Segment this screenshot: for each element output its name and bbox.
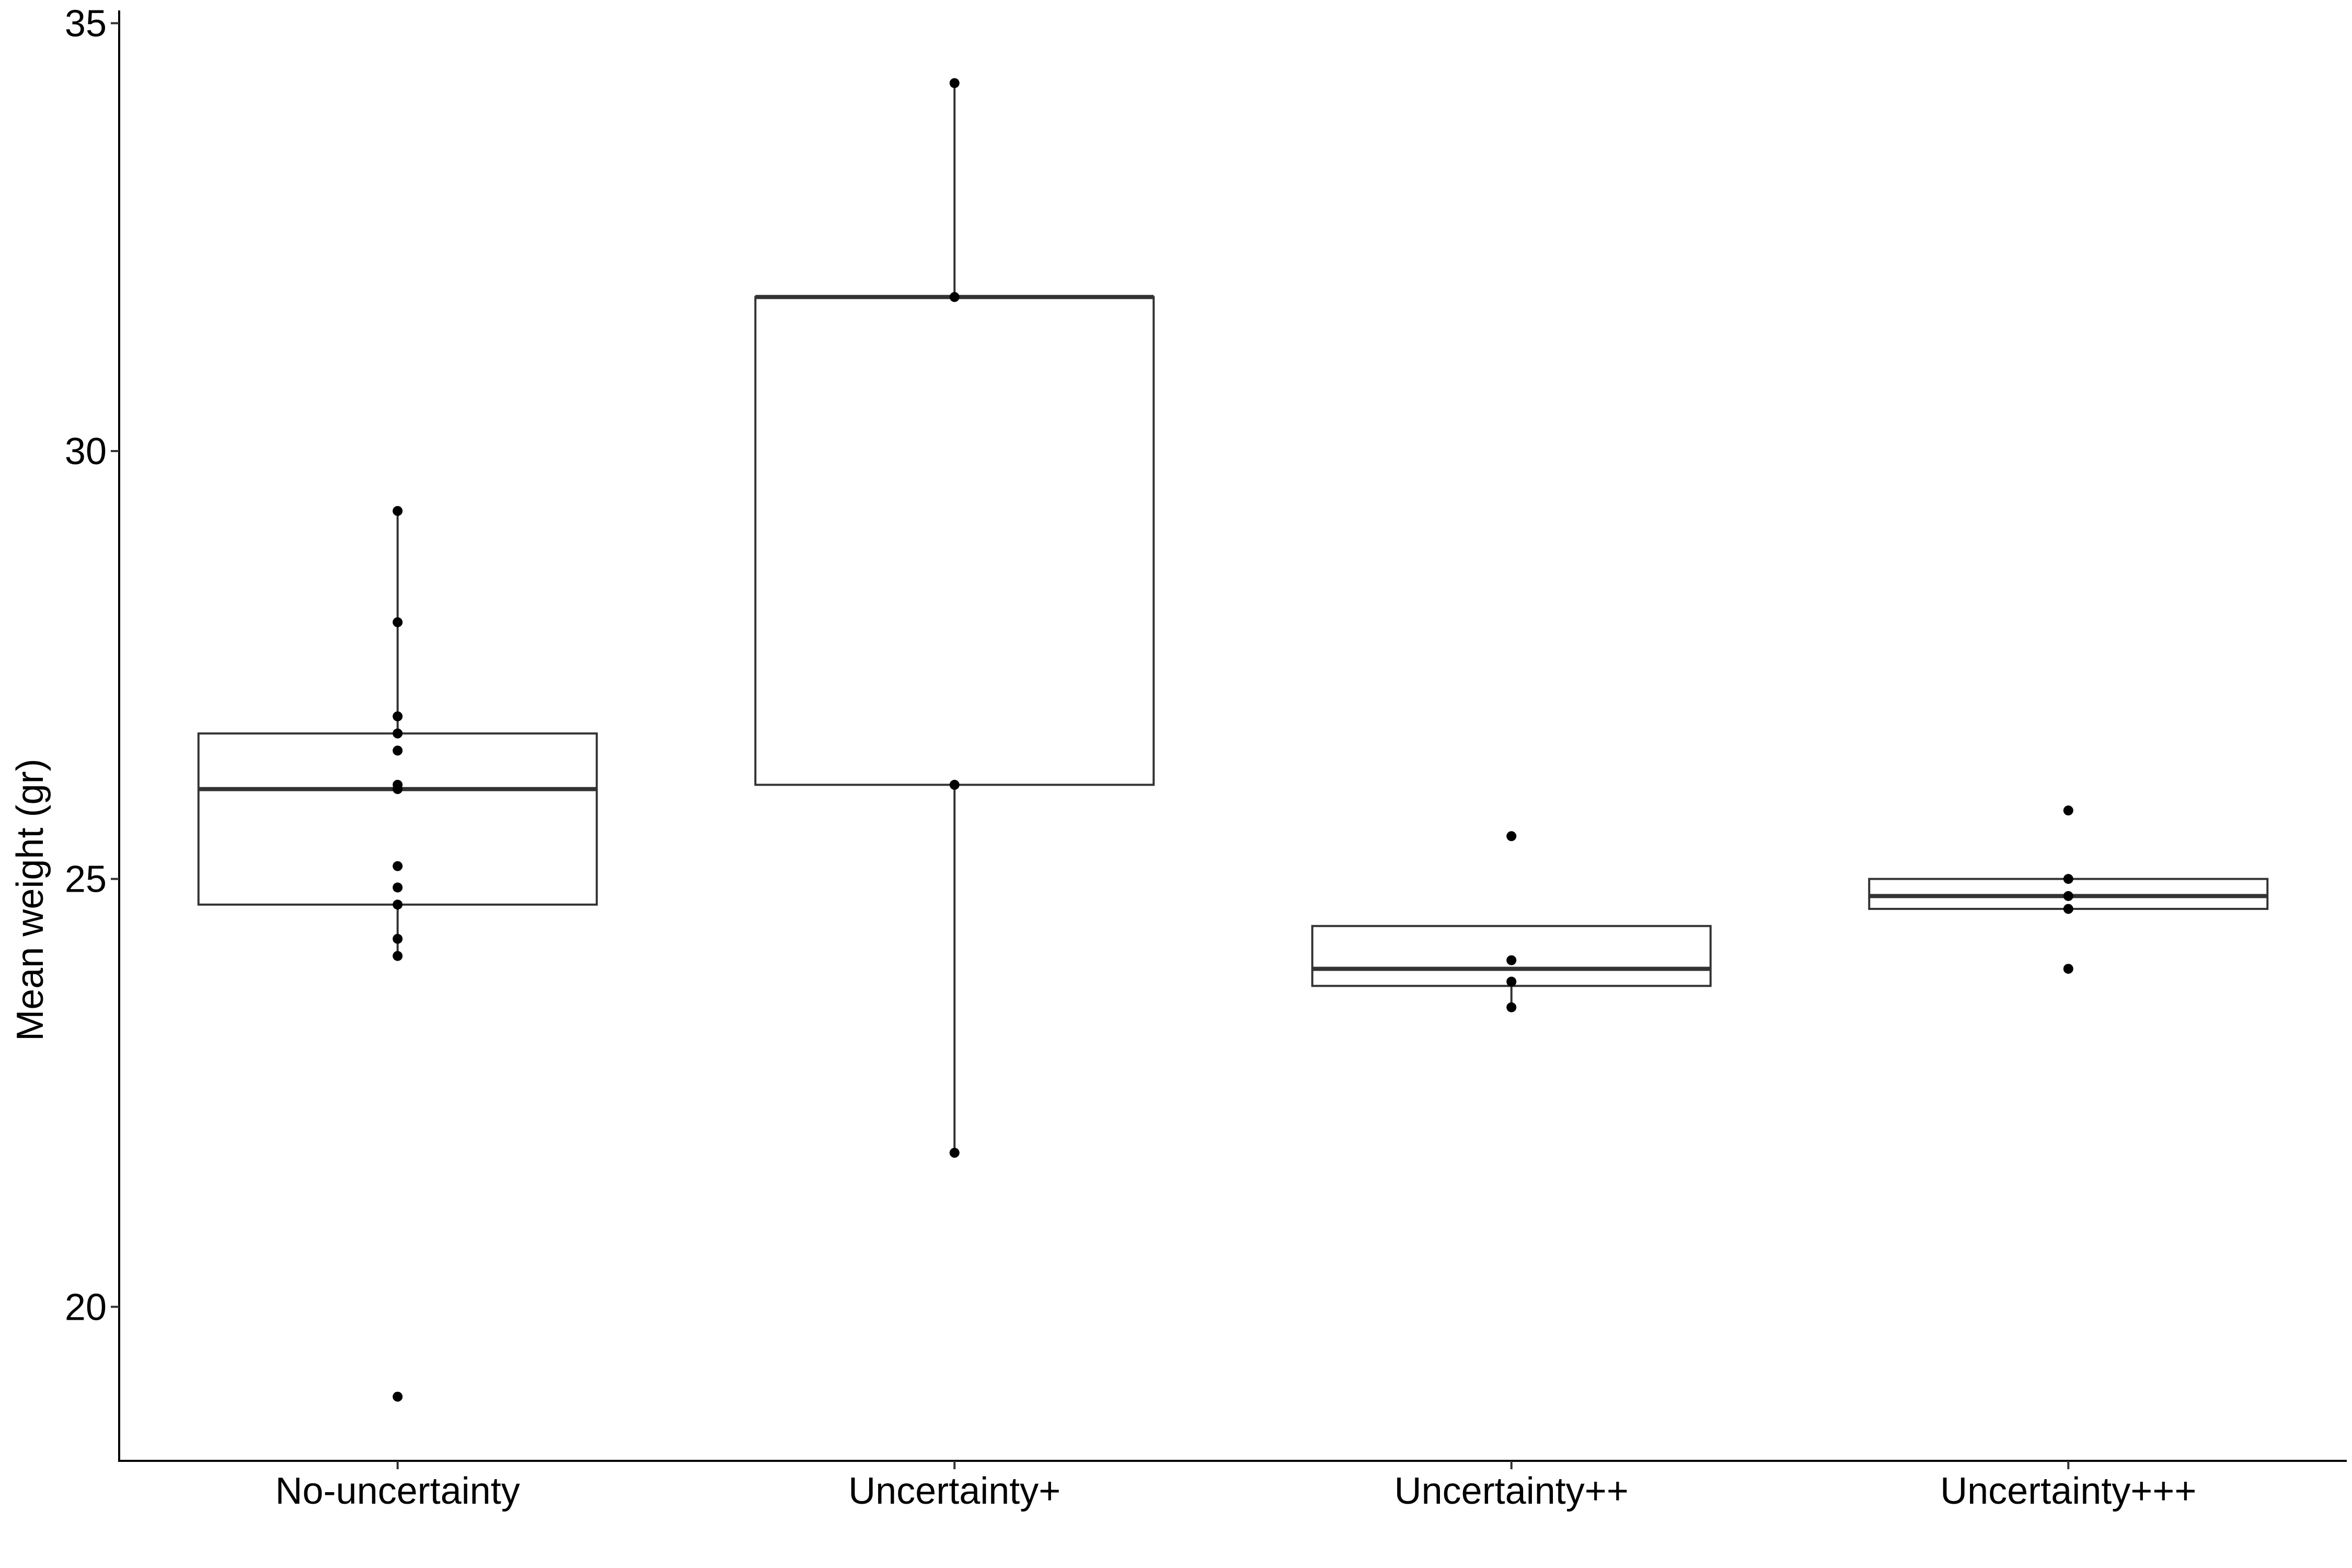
data-point bbox=[393, 711, 403, 722]
box-iqr bbox=[197, 732, 598, 906]
data-point bbox=[1506, 976, 1517, 987]
y-tick-label: 35 bbox=[65, 3, 107, 44]
data-point bbox=[949, 78, 960, 88]
box-group bbox=[754, 78, 1155, 1158]
box-iqr bbox=[754, 296, 1155, 786]
data-point bbox=[393, 900, 403, 910]
y-tick-label: 25 bbox=[65, 859, 107, 901]
data-point bbox=[393, 784, 403, 794]
x-tick-label: Uncertainty++ bbox=[1394, 1470, 1629, 1512]
data-point bbox=[2063, 904, 2073, 914]
data-point bbox=[2063, 891, 2073, 901]
data-point bbox=[393, 728, 403, 739]
data-point bbox=[949, 1148, 960, 1158]
data-point bbox=[2063, 805, 2073, 816]
box-group bbox=[1311, 831, 1712, 1012]
box-group bbox=[197, 506, 598, 1402]
data-point bbox=[2063, 964, 2073, 974]
data-point bbox=[393, 882, 403, 893]
data-point bbox=[393, 617, 403, 627]
data-point bbox=[393, 506, 403, 516]
data-point bbox=[949, 292, 960, 302]
tick-layer: 20 25 30 35 No-uncertainty Uncertainty+ Uncert… bbox=[65, 3, 2196, 1512]
data-point bbox=[393, 1391, 403, 1402]
data-point bbox=[393, 951, 403, 961]
box-group bbox=[1868, 805, 2269, 974]
y-axis-title: Mean weight (gr) bbox=[9, 759, 51, 1041]
y-tick-label: 30 bbox=[65, 431, 107, 472]
x-tick-label: Uncertainty+++ bbox=[1940, 1470, 2196, 1512]
data-point bbox=[949, 780, 960, 790]
x-tick-label: No-uncertainty bbox=[275, 1470, 520, 1512]
plot-layer bbox=[197, 78, 2269, 1402]
data-point bbox=[393, 745, 403, 756]
data-point bbox=[1506, 955, 1517, 965]
data-point bbox=[393, 861, 403, 871]
data-point bbox=[1506, 831, 1517, 841]
data-point bbox=[2063, 874, 2073, 884]
y-tick-label: 20 bbox=[65, 1286, 107, 1328]
data-point bbox=[1506, 1002, 1517, 1012]
axis-layer bbox=[118, 10, 2347, 1462]
x-tick-label: Uncertainty+ bbox=[848, 1470, 1060, 1512]
data-point bbox=[393, 933, 403, 944]
